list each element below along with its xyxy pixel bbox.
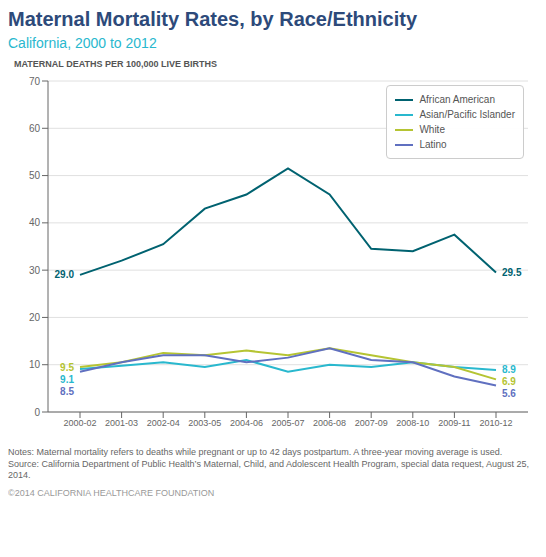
svg-text:50: 50 — [29, 170, 41, 181]
html-text:Maternal Mortality Rates, by R: Maternal Mortality Rates, by Race/Ethnic… — [8, 8, 417, 30]
svg-text:2006-08: 2006-08 — [313, 418, 346, 428]
svg-text:70: 70 — [29, 76, 41, 87]
svg-text:2001-03: 2001-03 — [105, 418, 138, 428]
html-text:California, 2000 to 2012: California, 2000 to 2012 — [8, 35, 157, 51]
svg-text:10: 10 — [29, 359, 41, 370]
svg-text:8.5: 8.5 — [60, 386, 74, 397]
svg-text:2008-10: 2008-10 — [396, 418, 429, 428]
svg-text:2004-06: 2004-06 — [230, 418, 263, 428]
svg-text:0: 0 — [34, 407, 40, 418]
svg-text:20: 20 — [29, 312, 41, 323]
html-text:Asian/Pacific Islander: Asian/Pacific Islander — [419, 109, 515, 120]
svg-text:6.9: 6.9 — [502, 376, 516, 387]
svg-text:2010-12: 2010-12 — [479, 418, 512, 428]
svg-text:60: 60 — [29, 123, 41, 134]
html-text:Source: California Department: Source: California Department of Public … — [8, 458, 530, 481]
svg-text:29.5: 29.5 — [502, 267, 522, 278]
svg-text:2003-05: 2003-05 — [188, 418, 221, 428]
svg-text:9.1: 9.1 — [60, 374, 74, 385]
svg-text:8.9: 8.9 — [502, 364, 516, 375]
svg-text:2002-04: 2002-04 — [147, 418, 180, 428]
svg-text:30: 30 — [29, 265, 41, 276]
svg-text:2009-11: 2009-11 — [438, 418, 470, 428]
html-text:African American: African American — [419, 94, 495, 105]
svg-text:2005-07: 2005-07 — [271, 418, 304, 428]
svg-text:2007-09: 2007-09 — [355, 418, 388, 428]
svg-text:5.6: 5.6 — [502, 388, 516, 399]
svg-text:2000-02: 2000-02 — [63, 418, 96, 428]
html-text:©2014 CALIFORNIA HEALTHCARE FO: ©2014 CALIFORNIA HEALTHCARE FOUNDATION — [8, 488, 215, 499]
html-text:White: White — [419, 124, 445, 135]
svg-text:9.5: 9.5 — [60, 362, 74, 373]
html-text:Notes: Maternal mortality refe: Notes: Maternal mortality refers to deat… — [8, 447, 503, 457]
svg-text:29.0: 29.0 — [55, 269, 75, 280]
html-text:MATERNAL DEATHS PER 100,000 LI: MATERNAL DEATHS PER 100,000 LIVE BIRTHS — [14, 59, 217, 69]
svg-text:40: 40 — [29, 217, 41, 228]
html-text:Latino: Latino — [419, 139, 447, 150]
